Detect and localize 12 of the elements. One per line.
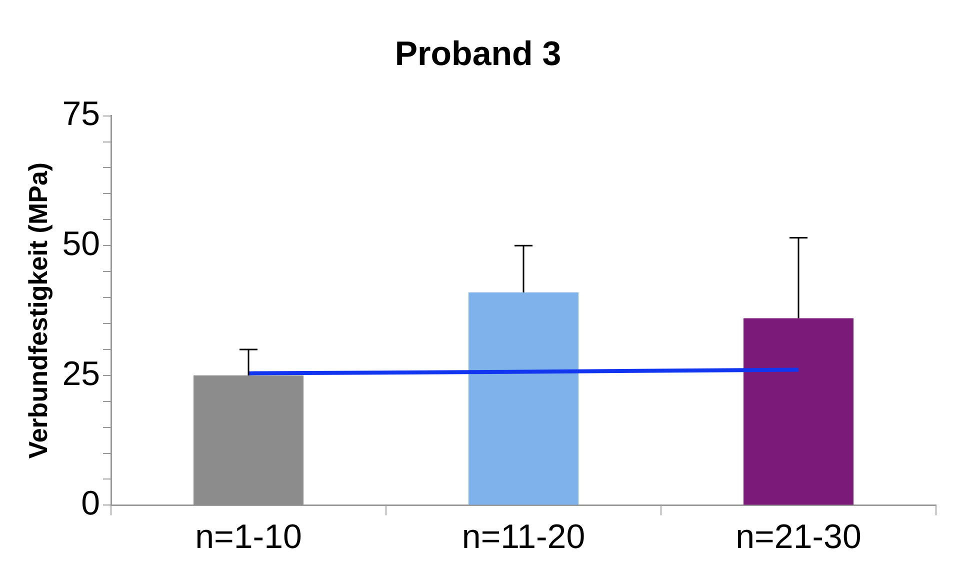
x-tick-label: n=1-10	[195, 518, 302, 556]
y-tick-label: 25	[62, 354, 100, 393]
y-tick-label: 50	[62, 224, 100, 263]
y-axis-title: Verbundfestigkeit (MPa)	[22, 162, 53, 459]
chart-title: Proband 3	[394, 34, 562, 73]
bar	[194, 375, 304, 505]
y-tick-label: 0	[81, 484, 100, 523]
bar	[744, 318, 854, 505]
bar	[468, 292, 579, 505]
x-tick-label: n=21-30	[736, 518, 862, 556]
x-tick-label: n=11-20	[462, 518, 586, 556]
y-tick-label: 75	[62, 95, 100, 134]
